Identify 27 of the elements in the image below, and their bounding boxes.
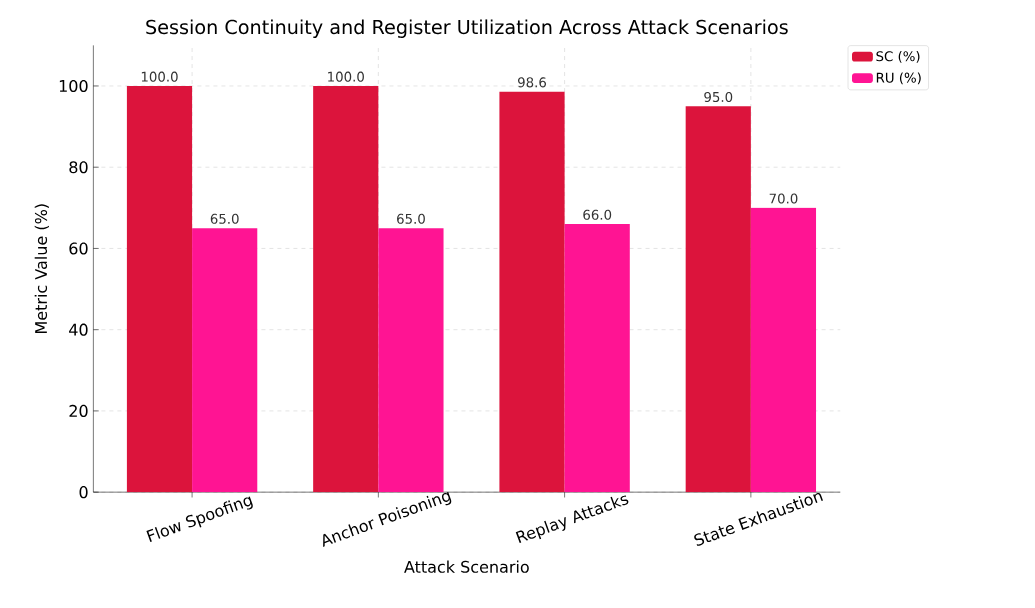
y-tick-label: 100 [59,79,88,92]
x-axis-title: Attack Scenario [404,560,529,573]
y-tick-label: 60 [69,242,88,255]
bar [192,228,258,493]
bar [313,85,379,493]
bar [378,228,444,493]
chart-title: Session Continuity and Register Utilization Across Attack Scenarios [146,19,788,38]
data-label: 65.0 [210,213,239,224]
y-tick-label: 40 [69,323,88,336]
data-label: 66.0 [583,209,612,220]
bar [126,85,193,493]
bar [499,91,565,493]
legend-label: RU (%) [876,72,921,85]
data-label: 70.0 [769,193,798,204]
legend-label: SC (%) [876,50,920,63]
y-tick-label: 80 [69,161,88,174]
y-tick-label: 0 [79,486,88,499]
bar [685,106,751,493]
y-axis-title: Metric Value (%) [34,204,49,333]
bar [750,207,817,493]
data-label: 65.0 [397,213,425,224]
data-label: 100.0 [141,71,178,82]
y-tick-label: 20 [69,404,88,417]
data-label: 98.6 [518,77,547,88]
data-label: 100.0 [328,71,364,82]
data-label: 95.0 [704,91,733,102]
bar [564,223,630,493]
